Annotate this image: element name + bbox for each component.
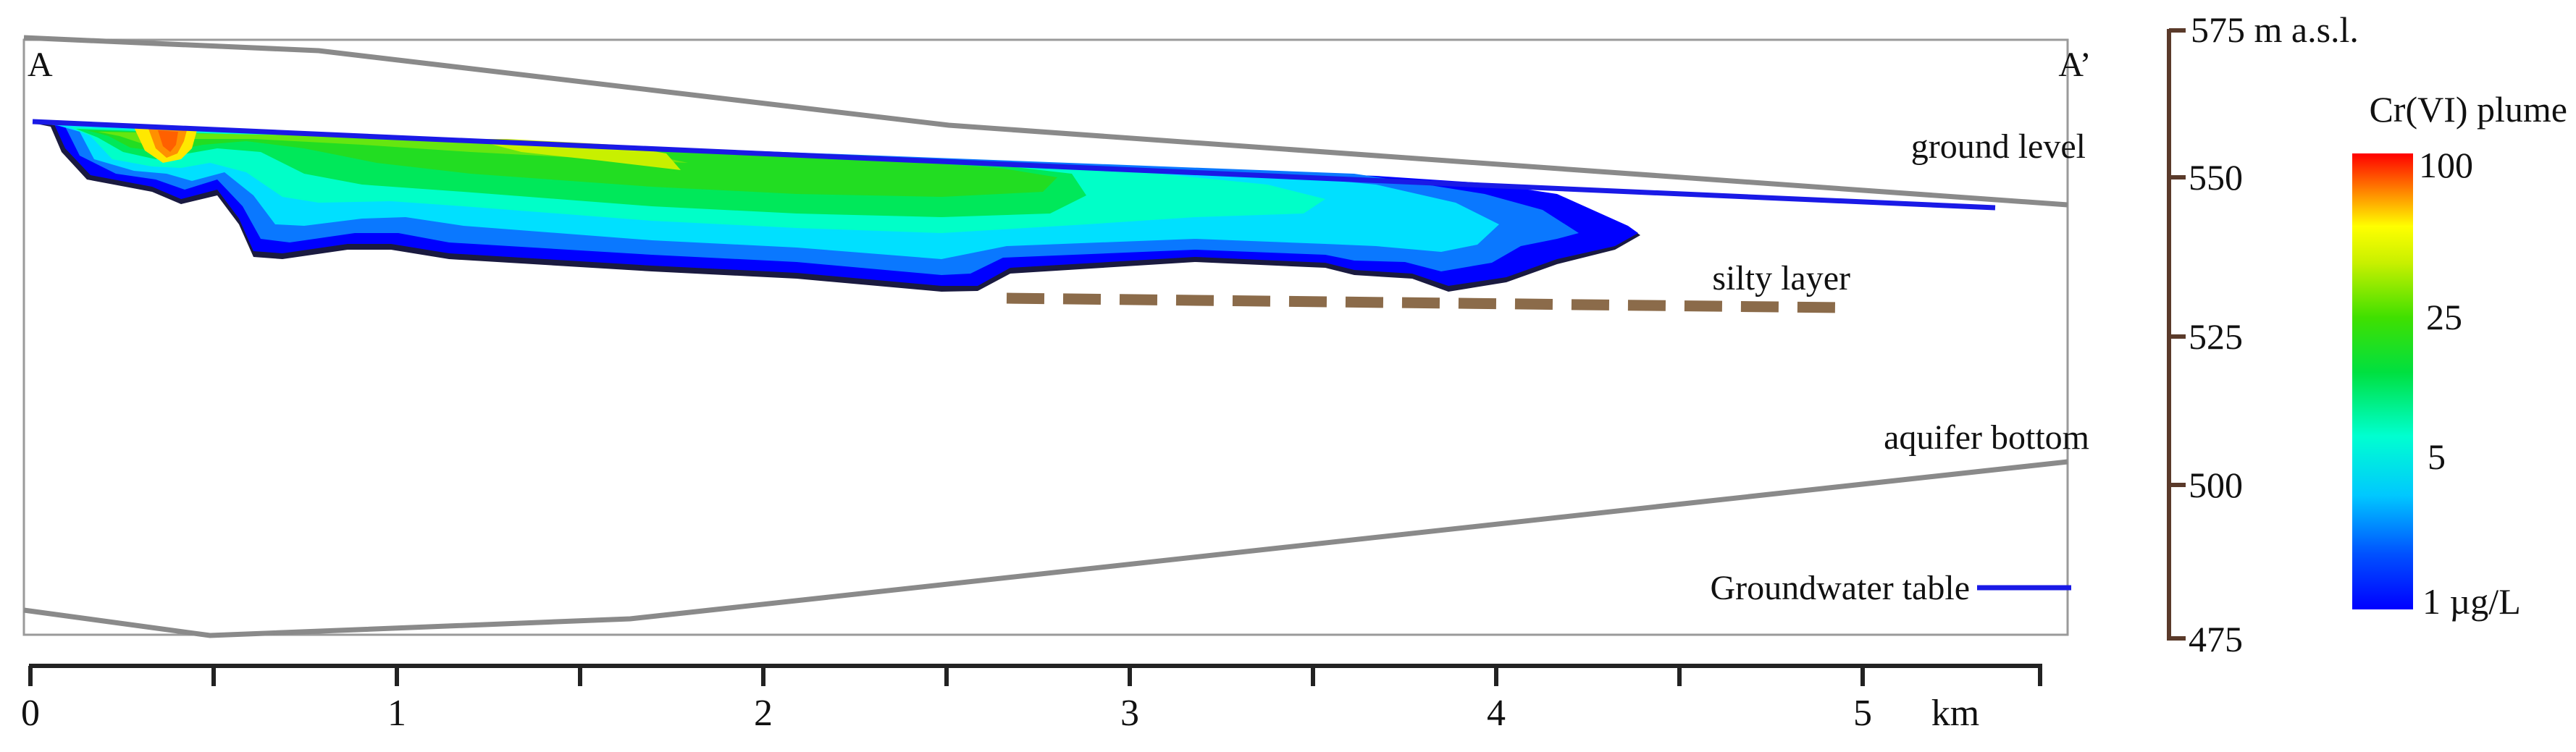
distance-label-0: 0: [21, 693, 40, 734]
aquifer-bottom-line: [23, 459, 2068, 638]
distance-label-4: 4: [1487, 693, 1506, 734]
section-end-label: A’: [2058, 46, 2091, 84]
distance-label-1: 1: [387, 693, 406, 734]
plume-lime: [98, 132, 688, 163]
groundwater-table-line: [32, 119, 1996, 211]
legend-label-5: 5: [2428, 436, 2446, 477]
distance-label-2: 2: [754, 693, 773, 734]
section-frame: [22, 38, 2069, 636]
plume-yellow-green: [471, 139, 681, 170]
legend-label-25: 25: [2426, 297, 2462, 337]
aquifer-bottom-label: aquifer bottom: [1884, 418, 2089, 457]
legend-colorbar: [2352, 153, 2413, 609]
elevation-label-475: 475: [2189, 619, 2243, 659]
groundwater-table-label: Groundwater table: [1710, 569, 1970, 607]
elevation-label-525: 525: [2189, 316, 2243, 357]
section-start-label: A: [28, 46, 53, 84]
silty-layer-label: silty layer: [1712, 259, 1850, 297]
distance-label-3: 3: [1120, 693, 1139, 734]
ground-level-line: [23, 35, 2068, 208]
plume-green: [87, 130, 1057, 197]
elevation-label-550: 550: [2189, 157, 2243, 198]
silty-layer-line: [1006, 292, 1840, 313]
legend-label-1: 1 µg/L: [2422, 581, 2521, 622]
legend-label-100: 100: [2419, 145, 2473, 185]
elevation-top-label: 575 m a.s.l.: [2191, 9, 2359, 50]
legend-title: Cr(VI) plume: [2369, 89, 2567, 130]
distance-axis: 0 1 2 3 4 5 km: [21, 664, 2042, 734]
plume-hotspot: [158, 130, 178, 152]
distance-label-5: 5: [1853, 693, 1872, 734]
cr-vi-plume: [33, 123, 1640, 292]
concentration-legend: Cr(VI) plume 100 25 5 1 µg/L: [2352, 89, 2567, 622]
ground-level-label: ground level: [1911, 127, 2086, 166]
elevation-label-500: 500: [2189, 465, 2243, 505]
distance-unit-label: km: [1931, 693, 1979, 734]
elevation-axis: 575 m a.s.l. 550 525 500 475: [2167, 9, 2359, 659]
